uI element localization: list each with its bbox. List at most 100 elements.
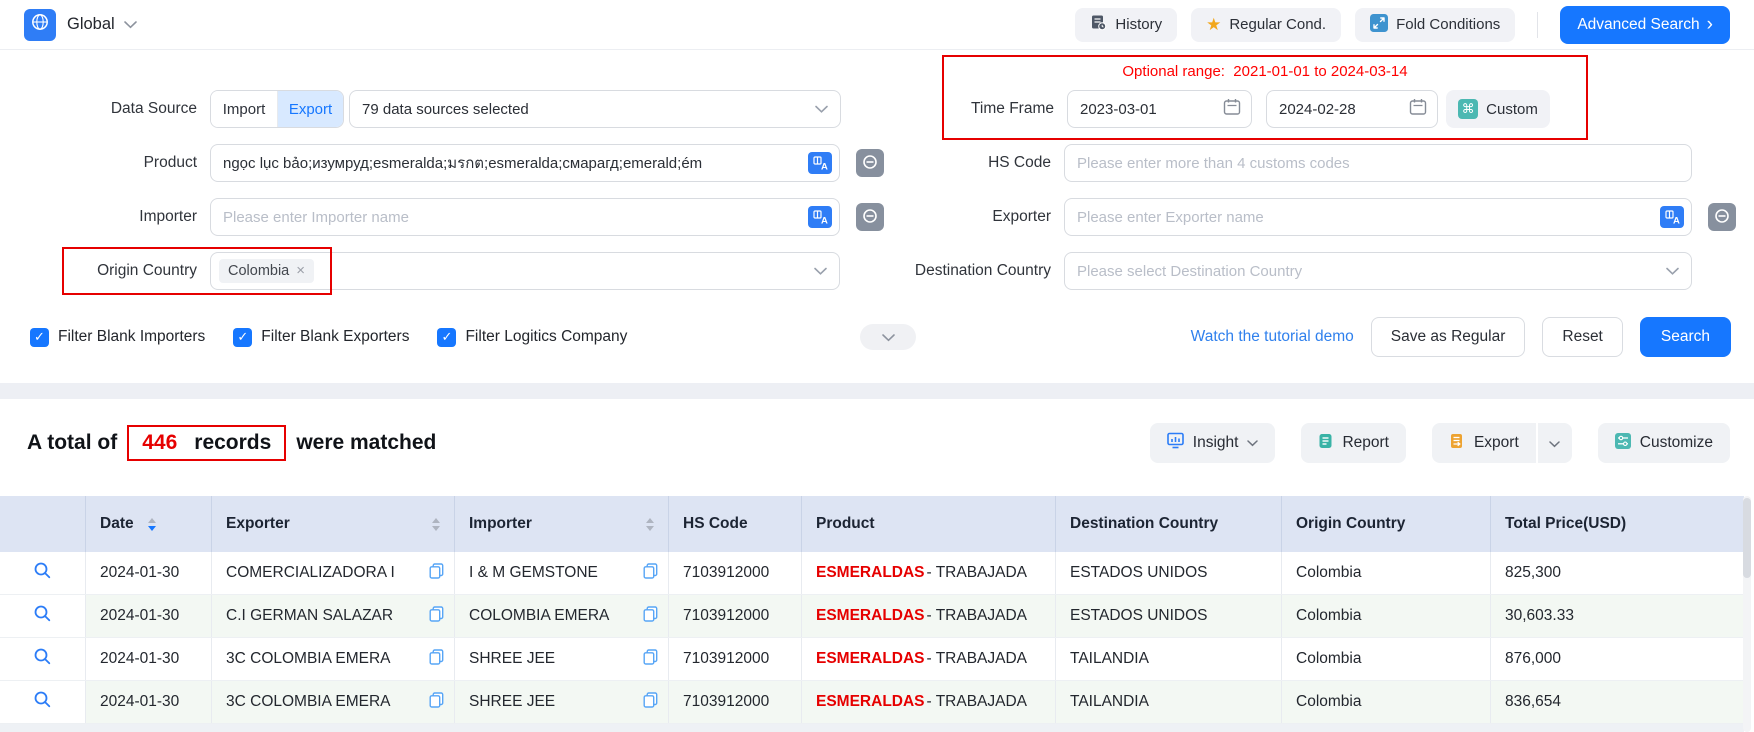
custom-range-button[interactable]: Custom [1446, 90, 1550, 128]
exporter-cell: 3C COLOMBIA EMERA [211, 681, 454, 723]
app-logo[interactable] [24, 8, 56, 41]
customize-button[interactable]: Customize [1597, 423, 1730, 463]
save-as-regular-button[interactable]: Save as Regular [1370, 317, 1526, 357]
copy-icon[interactable] [429, 605, 444, 627]
translate-icon[interactable]: A [808, 206, 832, 228]
data-source-row: Data Source Import Export 79 data source… [25, 90, 841, 128]
fold-conditions-button[interactable]: Fold Conditions [1355, 7, 1516, 42]
copy-icon[interactable] [429, 562, 444, 584]
filter-blank-exporters-checkbox[interactable]: Filter Blank Exporters [233, 327, 409, 347]
product-input[interactable]: ngọc lục bảo;изумруд;esmeralda;มรกต;esme… [210, 144, 840, 182]
header-date-label: Date [100, 515, 134, 532]
customize-label: Customize [1639, 434, 1713, 451]
report-button[interactable]: Report [1301, 423, 1406, 463]
row-detail-cell [0, 638, 85, 680]
exclude-icon [862, 154, 878, 173]
copy-icon[interactable] [643, 648, 658, 670]
export-label: Export [1473, 434, 1519, 451]
divider [1537, 11, 1539, 38]
exclude-product-button[interactable] [856, 149, 884, 177]
exclude-exporter-button[interactable] [1708, 203, 1736, 231]
importer-name: I & M GEMSTONE [469, 564, 598, 581]
product-rest: - TRABAJADA [926, 607, 1028, 624]
advanced-search-button[interactable]: Advanced Search [1560, 5, 1730, 44]
chevron-right-icon [1707, 15, 1713, 35]
data-sources-select[interactable]: 79 data sources selected [349, 90, 841, 128]
search-icon[interactable] [33, 561, 52, 585]
export-options-button[interactable] [1537, 423, 1572, 463]
hs-code-cell: 7103912000 [668, 595, 801, 637]
header-exporter: Exporter [211, 496, 454, 552]
records-word: records [194, 431, 272, 454]
copy-icon[interactable] [643, 691, 658, 713]
exporter-input[interactable]: Please enter Exporter name A [1064, 198, 1692, 236]
importer-input[interactable]: Please enter Importer name A [210, 198, 840, 236]
product-value: ngọc lục bảo;изумруд;esmeralda;มรกต;esme… [223, 155, 703, 172]
search-icon[interactable] [33, 604, 52, 628]
chevron-down-icon [1549, 436, 1561, 451]
origin-country-select[interactable]: Colombia [210, 252, 840, 290]
hs-code-cell: 7103912000 [668, 638, 801, 680]
filter-logistics-company-checkbox[interactable]: Filter Logitics Company [437, 327, 628, 347]
importer-name: SHREE JEE [469, 650, 556, 667]
importer-label: Importer [139, 208, 197, 225]
regular-cond-button[interactable]: Regular Cond. [1191, 7, 1342, 42]
sort-icons[interactable] [147, 517, 156, 531]
import-toggle[interactable]: Import [211, 91, 277, 127]
total-price-cell: 825,300 [1490, 552, 1744, 594]
copy-icon[interactable] [429, 648, 444, 670]
date-cell: 2024-01-30 [85, 552, 211, 594]
reset-button[interactable]: Reset [1542, 317, 1623, 357]
table-row: 2024-01-30 C.I GERMAN SALAZAR COLOMBIA E… [0, 595, 1744, 638]
export-button-group: Export [1431, 423, 1572, 463]
scrollbar-thumb[interactable] [1743, 498, 1751, 578]
region-selector[interactable]: Global [67, 15, 137, 34]
row-detail-cell [0, 681, 85, 723]
header-importer-label: Importer [469, 515, 532, 532]
end-date-value: 2024-02-28 [1279, 100, 1356, 118]
filter-logistics-company-label: Filter Logitics Company [465, 328, 628, 345]
insight-button[interactable]: Insight [1149, 423, 1276, 463]
history-button[interactable]: History [1075, 7, 1178, 42]
destination-country-select[interactable]: Please select Destination Country [1064, 252, 1692, 290]
date-cell: 2024-01-30 [85, 638, 211, 680]
sort-icons[interactable] [646, 517, 654, 531]
calendar-icon[interactable] [1409, 98, 1427, 120]
destination-cell: ESTADOS UNIDOS [1055, 552, 1281, 594]
header-product: Product [801, 496, 1055, 552]
search-icon[interactable] [33, 647, 52, 671]
origin-cell: Colombia [1281, 681, 1490, 723]
header-total-price: Total Price(USD) [1490, 496, 1744, 552]
origin-country-tag[interactable]: Colombia [219, 259, 315, 283]
sort-icons[interactable] [432, 517, 440, 531]
exclude-importer-button[interactable] [856, 203, 884, 231]
data-sources-value: 79 data sources selected [362, 100, 529, 118]
destination-cell: TAILANDIA [1055, 681, 1281, 723]
close-icon[interactable] [296, 263, 305, 279]
collapse-conditions-button[interactable] [860, 324, 916, 350]
copy-icon[interactable] [429, 691, 444, 713]
copy-icon[interactable] [643, 605, 658, 627]
export-button[interactable]: Export [1431, 423, 1536, 463]
search-icon[interactable] [33, 690, 52, 714]
translate-icon[interactable]: A [1660, 206, 1684, 228]
vertical-scrollbar[interactable] [1743, 496, 1751, 732]
product-cell: ESMERALDAS - TRABAJADA [801, 681, 1055, 723]
translate-icon[interactable]: A [808, 152, 832, 174]
filter-blank-importers-checkbox[interactable]: Filter Blank Importers [30, 327, 205, 347]
product-cell: ESMERALDAS - TRABAJADA [801, 595, 1055, 637]
importer-cell: SHREE JEE [454, 681, 668, 723]
end-date-field[interactable]: 2024-02-28 [1266, 90, 1438, 128]
export-icon [1449, 433, 1465, 454]
tutorial-link[interactable]: Watch the tutorial demo [1190, 328, 1354, 345]
hs-code-input[interactable]: Please enter more than 4 customs codes [1064, 144, 1692, 182]
start-date-field[interactable]: 2023-03-01 [1067, 90, 1252, 128]
chevron-down-icon [123, 15, 137, 34]
destination-country-placeholder: Please select Destination Country [1077, 262, 1303, 280]
search-button[interactable]: Search [1639, 317, 1731, 357]
results-summary: A total of 446 records were matched [27, 425, 436, 461]
export-toggle[interactable]: Export [277, 91, 343, 127]
calendar-icon[interactable] [1223, 98, 1241, 120]
record-count: 446 [142, 431, 178, 454]
copy-icon[interactable] [643, 562, 658, 584]
